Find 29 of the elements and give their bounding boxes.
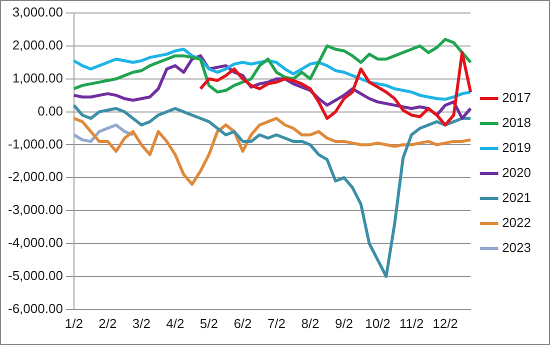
y-tick-label: -2,000.00 <box>8 169 63 184</box>
x-tick-label: 8/2 <box>301 316 320 331</box>
y-tick-label: -3,000.00 <box>8 202 63 218</box>
legend-label: 2023 <box>502 240 531 256</box>
y-tick-label: 2,000.00 <box>12 38 63 53</box>
x-tick-label: 11/2 <box>399 316 424 331</box>
x-tick-label: 5/2 <box>200 316 218 331</box>
y-tick-label: 1,000.00 <box>12 70 63 86</box>
y-tick-label: -1,000.00 <box>8 136 63 152</box>
x-tick-label: 7/2 <box>267 316 286 331</box>
y-tick-label: -4,000.00 <box>8 235 63 250</box>
legend-label: 2018 <box>502 115 531 130</box>
y-tick-label: 0.00 <box>38 103 63 118</box>
x-tick-label: 6/2 <box>234 316 252 331</box>
legend-label: 2019 <box>502 140 531 156</box>
y-tick-label: 3,000.00 <box>12 4 63 20</box>
x-tick-label: 3/2 <box>132 316 150 331</box>
legend-label: 2021 <box>502 190 531 206</box>
x-tick-label: 1/2 <box>64 316 83 331</box>
x-tick-label: 12/2 <box>432 316 458 331</box>
y-tick-label: -5,000.00 <box>8 268 63 284</box>
x-tick-label: 9/2 <box>334 316 354 331</box>
legend-label: 2020 <box>502 165 531 180</box>
x-tick-label: 4/2 <box>166 316 184 331</box>
x-tick-label: 10/2 <box>365 316 390 331</box>
x-tick-label: 2/2 <box>98 316 117 331</box>
legend-label: 2022 <box>502 215 531 230</box>
legend-label: 2017 <box>502 90 531 106</box>
y-tick-label: -6,000.00 <box>8 300 63 316</box>
